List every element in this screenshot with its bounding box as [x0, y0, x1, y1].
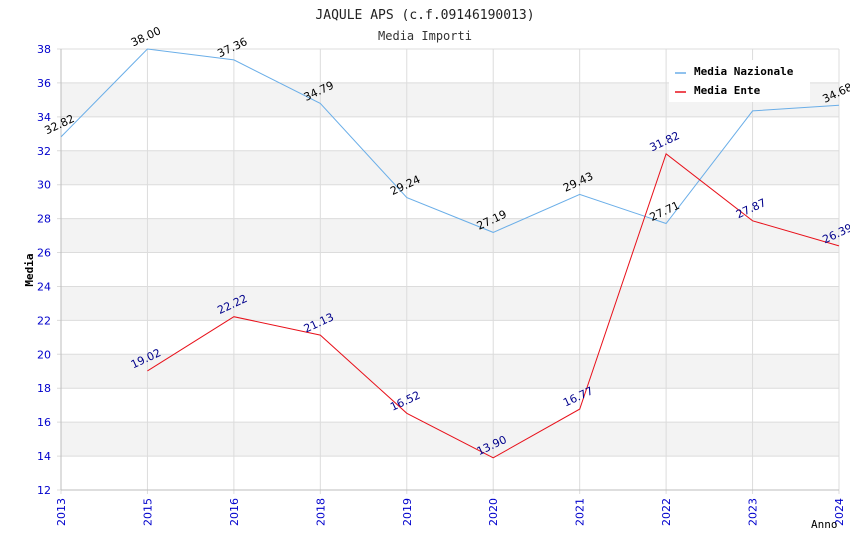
x-tick-label: 2023 — [747, 498, 760, 526]
y-axis-label: Media — [23, 253, 36, 286]
y-tick-labels: 12 14 16 18 20 22 24 26 28 30 32 34 36 38 — [37, 43, 51, 497]
legend-box — [669, 60, 810, 102]
grid-band — [61, 354, 839, 389]
x-tick-label: 2022 — [660, 498, 673, 526]
series-line-media-ente — [147, 152, 840, 459]
legend-label-media-ente: Media Ente — [694, 84, 761, 97]
y-tick-label: 18 — [37, 382, 51, 395]
y-tick-label: 12 — [37, 484, 51, 497]
data-label: 16.52 — [388, 389, 422, 414]
y-tick-label: 36 — [37, 77, 51, 90]
legend: Media Nazionale Media Ente — [669, 60, 810, 102]
x-tick-label: 2015 — [141, 498, 154, 526]
x-tick-label: 2021 — [574, 498, 587, 526]
x-tick-label: 2024 — [833, 498, 846, 526]
x-tick-label: 2018 — [314, 498, 327, 526]
data-label: 27.87 — [734, 196, 768, 221]
y-tick-label: 32 — [37, 145, 51, 158]
y-tick-label: 20 — [37, 348, 51, 361]
grid-band — [61, 422, 839, 457]
x-tick-label: 2016 — [228, 498, 241, 526]
series-lines — [60, 48, 840, 459]
y-tick-label: 26 — [37, 247, 51, 260]
y-tick-label: 14 — [37, 450, 51, 463]
y-tick-label: 30 — [37, 179, 51, 192]
axes — [60, 49, 839, 491]
grid-band — [61, 218, 839, 253]
x-tick-labels: 2013 2015 2016 2018 2019 2020 2021 2022 2023 2024 — [55, 498, 846, 526]
chart-subtitle: Media Importi — [378, 29, 472, 43]
y-tick-label: 24 — [37, 280, 51, 293]
y-tick-label: 28 — [37, 213, 51, 226]
y-tick-label: 38 — [37, 43, 51, 56]
x-axis-label: Anno — [811, 518, 838, 531]
y-tick-label: 16 — [37, 416, 51, 429]
data-label: 38.00 — [129, 24, 163, 49]
data-label: 37.36 — [215, 35, 249, 60]
y-tick-label: 34 — [37, 111, 51, 124]
grid-band — [61, 150, 839, 185]
x-tick-label: 2020 — [487, 498, 500, 526]
y-tick-label: 22 — [37, 314, 51, 327]
grid-bands — [61, 82, 839, 457]
x-tick-label: 2019 — [401, 498, 414, 526]
grid-band — [61, 286, 839, 321]
legend-label-media-nazionale: Media Nazionale — [694, 65, 794, 78]
x-tick-label: 2013 — [55, 498, 68, 526]
series-line-media-nazionale — [60, 48, 840, 233]
chart-title: JAQULE APS (c.f.09146190013) — [315, 8, 534, 23]
